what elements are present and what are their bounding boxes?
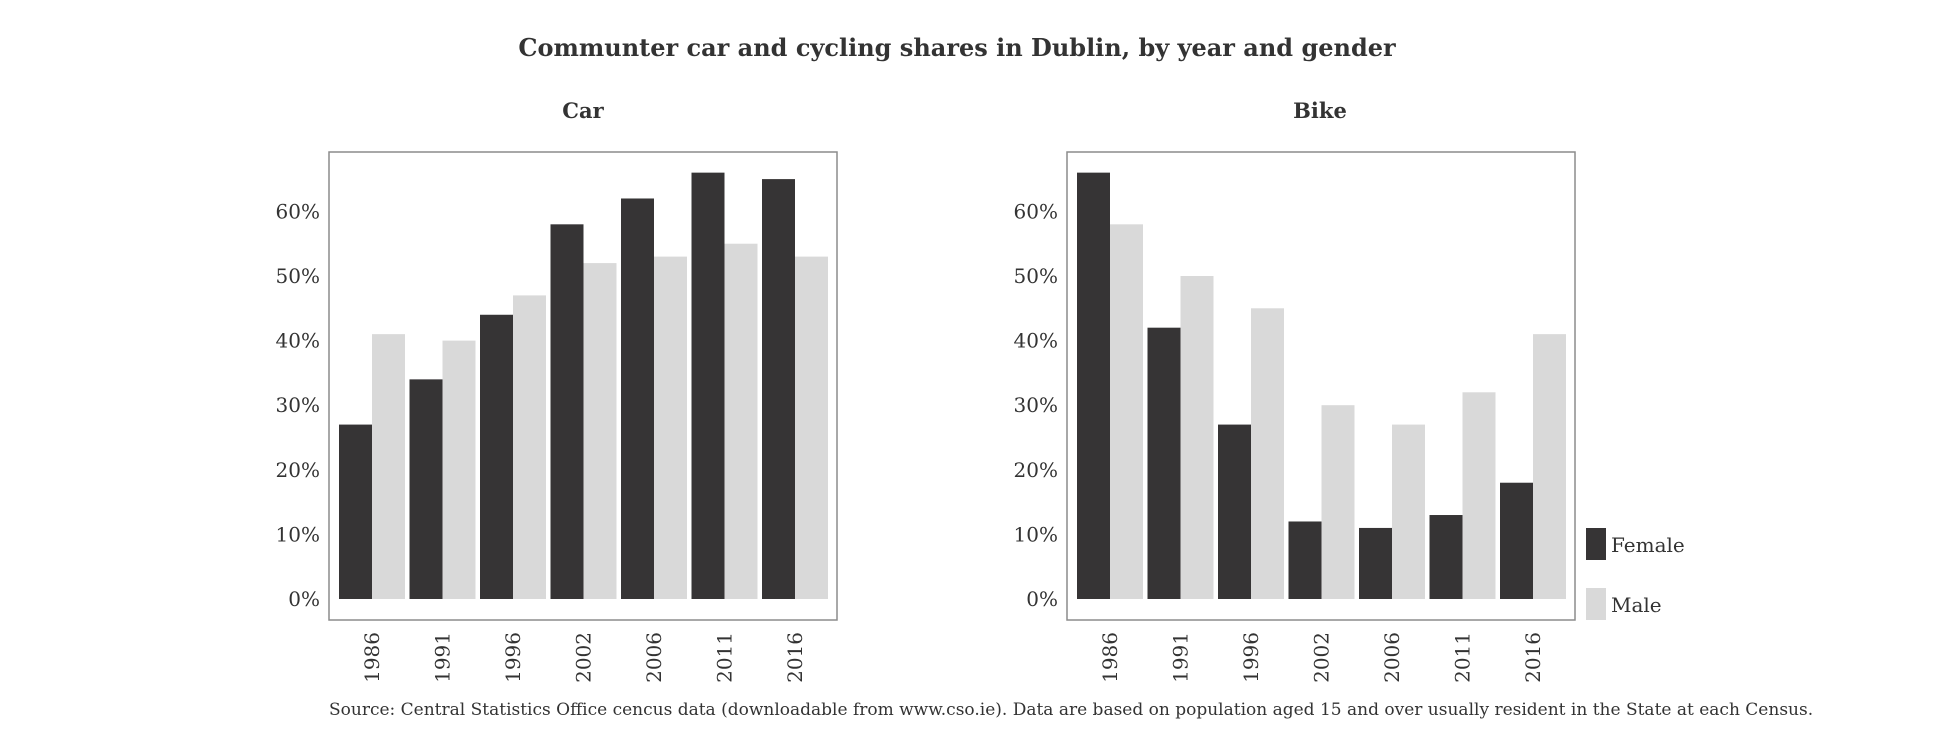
y-tick-label-car: 30% — [276, 393, 320, 417]
y-tick-label-bike: 50% — [1014, 264, 1058, 288]
bar-bike-male-1996 — [1251, 308, 1284, 599]
x-tick-label-bike: 2006 — [1380, 632, 1404, 683]
x-tick-label-car: 2006 — [642, 632, 666, 683]
panel-bike: Bike 0% 10% 20% 30% 40% 50% 60% 1986 1991 1996 20… — [1014, 98, 1576, 683]
x-tick-label-car: 2011 — [713, 632, 737, 683]
x-tick-label-bike: 1991 — [1169, 632, 1193, 683]
x-axis-car: 1986 1991 1996 2002 2006 2011 2016 — [360, 632, 807, 683]
bar-car-male-2002 — [583, 263, 617, 599]
bar-car-male-2006 — [654, 256, 687, 599]
y-tick-label-car: 50% — [276, 264, 320, 288]
y-tick-label-car: 60% — [276, 199, 320, 223]
legend-label-male: Male — [1611, 593, 1662, 617]
bar-car-male-1991 — [442, 340, 476, 599]
x-tick-label-car: 1986 — [360, 632, 384, 683]
x-tick-label-bike: 1986 — [1098, 632, 1122, 683]
x-tick-label-bike: 2011 — [1451, 632, 1475, 683]
plot-frame-car — [328, 151, 838, 621]
y-tick-label-car: 20% — [276, 458, 320, 482]
bar-car-female-1996 — [480, 314, 513, 599]
y-tick-label-car: 40% — [276, 329, 320, 353]
x-tick-label-bike: 2016 — [1521, 632, 1545, 683]
bar-bike-female-2016 — [1500, 482, 1533, 599]
x-axis-bike: 1986 1991 1996 2002 2006 2011 2016 — [1098, 632, 1545, 683]
x-tick-label-bike: 1996 — [1239, 632, 1263, 683]
bar-car-male-1986 — [372, 334, 405, 599]
bar-car-female-2016 — [762, 179, 795, 599]
panel-car: Car 0% 10% 20% 30% 40% 50% 60% 1986 1991 1996 200… — [276, 98, 838, 683]
bar-bike-female-2011 — [1429, 515, 1463, 599]
bar-car-female-2006 — [621, 198, 654, 600]
bars-car — [339, 172, 828, 600]
legend-swatch-male — [1586, 588, 1606, 620]
chart-title: Communter car and cycling shares in Dubl… — [518, 33, 1396, 62]
bars-bike — [1077, 172, 1566, 599]
y-tick-label-bike: 0% — [1026, 587, 1058, 611]
bar-car-male-2016 — [795, 256, 828, 599]
bar-car-female-2011 — [691, 172, 725, 599]
x-tick-label-car: 1991 — [431, 632, 455, 683]
y-tick-label-bike: 60% — [1014, 199, 1058, 223]
bar-bike-female-1991 — [1147, 327, 1181, 599]
bar-bike-male-1991 — [1180, 276, 1214, 599]
bar-bike-male-1986 — [1110, 224, 1143, 599]
y-axis-bike: 0% 10% 20% 30% 40% 50% 60% — [1014, 199, 1058, 611]
x-tick-label-car: 2002 — [572, 632, 596, 683]
plot-frame-bike — [1066, 151, 1576, 621]
x-tick-label-car: 2016 — [783, 632, 807, 683]
legend-swatch-female — [1586, 528, 1606, 560]
bar-bike-female-2002 — [1288, 521, 1322, 599]
bar-bike-female-1986 — [1077, 172, 1110, 599]
bar-car-male-2011 — [724, 243, 758, 599]
source-caption: Source: Central Statistics Office cencus… — [329, 700, 1813, 720]
y-tick-label-bike: 30% — [1014, 393, 1058, 417]
y-tick-label-car: 0% — [288, 587, 320, 611]
panel-title-car: Car — [562, 98, 604, 123]
bar-bike-female-1996 — [1218, 424, 1251, 599]
bar-bike-male-2011 — [1462, 392, 1496, 599]
y-tick-label-bike: 10% — [1014, 522, 1058, 546]
legend: Female Male — [1586, 528, 1685, 620]
bar-bike-female-2006 — [1359, 527, 1392, 599]
bar-bike-male-2006 — [1392, 424, 1425, 599]
y-tick-label-car: 10% — [276, 522, 320, 546]
y-tick-label-bike: 20% — [1014, 458, 1058, 482]
bar-car-male-1996 — [513, 295, 546, 599]
bar-car-female-1986 — [339, 424, 372, 599]
bar-bike-male-2016 — [1533, 334, 1566, 599]
x-tick-label-car: 1996 — [501, 632, 525, 683]
y-axis-car: 0% 10% 20% 30% 40% 50% 60% — [276, 199, 320, 611]
bar-car-female-1991 — [409, 379, 443, 599]
legend-label-female: Female — [1611, 533, 1685, 557]
y-tick-label-bike: 40% — [1014, 329, 1058, 353]
bar-car-female-2002 — [550, 224, 584, 599]
panel-title-bike: Bike — [1293, 98, 1347, 123]
bar-bike-male-2002 — [1321, 405, 1355, 599]
x-tick-label-bike: 2002 — [1310, 632, 1334, 683]
